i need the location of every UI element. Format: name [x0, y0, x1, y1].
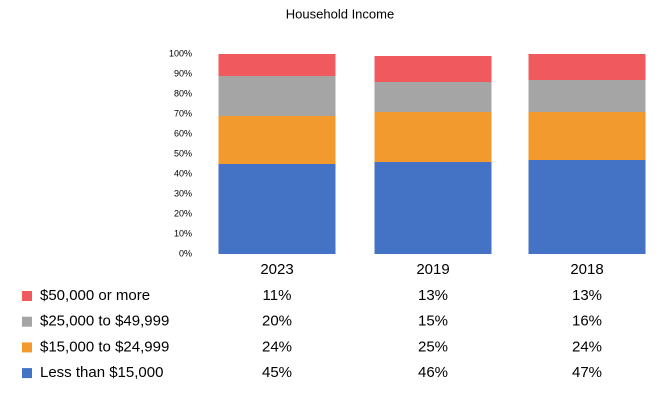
- x-tick-label: 2018: [570, 261, 603, 278]
- bar-segment: [374, 112, 492, 162]
- bar-segment: [218, 76, 336, 116]
- y-tick-label: 20%: [174, 208, 192, 218]
- y-tick-label: 80%: [174, 88, 192, 98]
- data-label: 45%: [262, 364, 292, 381]
- data-label: 25%: [418, 338, 448, 355]
- bar-segment: [374, 56, 492, 82]
- x-tick-label: 2023: [260, 261, 293, 278]
- bar-segment: [218, 164, 336, 254]
- x-tick-label: 2019: [416, 261, 449, 278]
- data-label: 47%: [572, 364, 602, 381]
- data-label: 11%: [263, 287, 292, 304]
- legend-swatch: [22, 316, 32, 327]
- legend-label: $15,000 to $24,999: [40, 338, 169, 355]
- data-label: 46%: [418, 364, 448, 381]
- bar-segment: [218, 116, 336, 164]
- data-label: 24%: [572, 338, 602, 355]
- legend-label: Less than $15,000: [40, 364, 163, 381]
- data-label: 13%: [572, 287, 602, 304]
- y-tick-label: 0%: [179, 248, 192, 258]
- data-label: 15%: [418, 313, 448, 330]
- y-tick-label: 70%: [174, 108, 192, 118]
- y-tick-label: 90%: [174, 68, 192, 78]
- legend-swatch: [22, 291, 32, 301]
- y-tick-label: 60%: [174, 128, 192, 138]
- y-tick-label: 30%: [174, 188, 192, 198]
- chart-title: Household Income: [286, 6, 394, 21]
- bar-segment: [218, 54, 336, 76]
- bar-segment: [374, 82, 492, 112]
- y-tick-label: 100%: [169, 48, 192, 58]
- y-tick-label: 40%: [174, 168, 192, 178]
- bar-segment: [528, 112, 646, 160]
- bar-segment: [374, 162, 492, 254]
- legend-label: $50,000 or more: [40, 287, 150, 304]
- legend-label: $25,000 to $49,999: [40, 313, 169, 330]
- data-label: 16%: [572, 313, 602, 330]
- legend-swatch: [22, 342, 32, 353]
- y-tick-label: 10%: [174, 228, 192, 238]
- bar-segment: [528, 54, 646, 80]
- legend-swatch: [22, 368, 32, 379]
- y-tick-label: 50%: [174, 148, 192, 158]
- bar-segment: [528, 80, 646, 112]
- data-label: 24%: [262, 338, 292, 355]
- bar-segment: [528, 160, 646, 254]
- data-label: 13%: [418, 287, 448, 304]
- data-label: 20%: [262, 313, 292, 330]
